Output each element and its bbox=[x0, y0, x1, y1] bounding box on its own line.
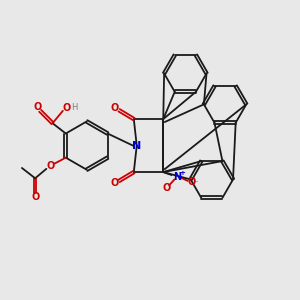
Text: O: O bbox=[46, 161, 55, 171]
Text: O: O bbox=[31, 192, 39, 203]
Text: ⁻: ⁻ bbox=[194, 178, 198, 188]
Text: H: H bbox=[71, 103, 77, 112]
Text: O: O bbox=[110, 103, 119, 113]
Text: O: O bbox=[62, 103, 71, 113]
Text: +: + bbox=[179, 170, 185, 176]
Text: O: O bbox=[187, 177, 195, 187]
Text: N: N bbox=[132, 141, 141, 151]
Text: O: O bbox=[163, 183, 171, 193]
Text: O: O bbox=[110, 178, 119, 188]
Text: N: N bbox=[173, 172, 181, 182]
Text: O: O bbox=[33, 102, 41, 112]
